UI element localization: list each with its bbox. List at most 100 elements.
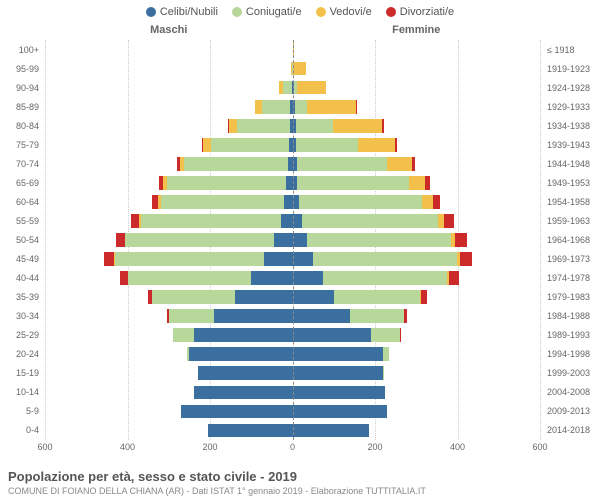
bar-segment	[297, 157, 388, 171]
bar-segment	[383, 366, 384, 380]
pyramid-chart	[45, 40, 540, 440]
bar-segment	[302, 214, 438, 228]
bar-segment	[307, 100, 356, 114]
bar-segment	[237, 119, 291, 133]
age-band-label: 95-99	[0, 59, 42, 78]
stacked-bar	[293, 366, 385, 380]
stacked-bar	[255, 100, 292, 114]
female-side	[293, 250, 541, 269]
legend-swatch	[316, 7, 326, 17]
female-side	[293, 345, 541, 364]
legend-item: Coniugati/e	[232, 6, 302, 18]
legend-item: Divorziati/e	[386, 6, 454, 18]
bar-segment	[358, 138, 395, 152]
bar-segment	[293, 424, 369, 438]
age-band-label: 40-44	[0, 269, 42, 288]
female-side	[293, 402, 541, 421]
male-side	[45, 402, 293, 421]
bar-segment	[297, 81, 326, 95]
bar-segment	[104, 252, 114, 266]
bar-segment	[293, 347, 384, 361]
stacked-bar	[293, 176, 431, 190]
stacked-bar	[202, 138, 292, 152]
age-band-label: 10-14	[0, 383, 42, 402]
bar-segment	[251, 271, 292, 285]
stacked-bar	[293, 138, 398, 152]
birth-year-label: 2004-2008	[544, 383, 600, 402]
stacked-bar	[293, 309, 408, 323]
bar-segment	[293, 290, 334, 304]
stacked-bar	[293, 252, 473, 266]
female-side	[293, 59, 541, 78]
female-side	[293, 173, 541, 192]
chart-subtitle: COMUNE DI FOIANO DELLA CHIANA (AR) - Dat…	[8, 486, 592, 496]
male-side	[45, 383, 293, 402]
bar-segment	[283, 81, 291, 95]
legend-swatch	[232, 7, 242, 17]
birth-year-label: 1984-1988	[544, 307, 600, 326]
bar-segment	[400, 328, 401, 342]
stacked-bar	[208, 424, 293, 438]
age-band-label: 75-79	[0, 135, 42, 154]
x-tick-label: 200	[202, 442, 217, 452]
legend-swatch	[386, 7, 396, 17]
male-side	[45, 135, 293, 154]
male-side	[45, 40, 293, 59]
bar-segment	[293, 62, 305, 76]
bar-segment	[293, 309, 351, 323]
stacked-bar	[293, 424, 369, 438]
bar-segment	[333, 119, 382, 133]
legend-label: Vedovi/e	[330, 6, 372, 18]
age-band-label: 0-4	[0, 421, 42, 440]
x-tick-label: 600	[532, 442, 547, 452]
bar-segment	[455, 233, 467, 247]
birth-year-label: 1939-1943	[544, 135, 600, 154]
bar-segment	[125, 233, 273, 247]
center-line	[293, 40, 294, 440]
male-side	[45, 250, 293, 269]
female-side	[293, 269, 541, 288]
legend-label: Divorziati/e	[400, 6, 454, 18]
stacked-bar	[293, 195, 441, 209]
stacked-bar	[293, 405, 388, 419]
bar-segment	[152, 290, 235, 304]
bar-segment	[141, 214, 281, 228]
birth-year-label: 1964-1968	[544, 230, 600, 249]
age-band-label: 25-29	[0, 326, 42, 345]
age-band-label: 70-74	[0, 154, 42, 173]
bar-segment	[425, 176, 430, 190]
stacked-bar	[131, 214, 292, 228]
bar-segment	[409, 176, 425, 190]
birth-year-label: 1959-1963	[544, 211, 600, 230]
y-right-labels: ≤ 19181919-19231924-19281929-19331934-19…	[544, 40, 600, 440]
stacked-bar	[116, 233, 293, 247]
stacked-bar	[187, 347, 293, 361]
bar-segment	[404, 309, 407, 323]
female-side	[293, 78, 541, 97]
x-axis-ticks: 6004002000200400600	[45, 442, 540, 456]
bar-segment	[293, 366, 384, 380]
bar-segment	[295, 100, 307, 114]
stacked-bar	[148, 290, 292, 304]
male-side	[45, 97, 293, 116]
bar-segment	[293, 214, 302, 228]
birth-year-label: 2014-2018	[544, 421, 600, 440]
birth-year-label: 1949-1953	[544, 173, 600, 192]
gender-labels: Maschi Femmine	[45, 24, 540, 36]
bar-segment	[173, 328, 194, 342]
birth-year-label: 1974-1978	[544, 269, 600, 288]
bar-segment	[421, 290, 427, 304]
bar-segment	[371, 328, 400, 342]
birth-year-label: 1954-1958	[544, 192, 600, 211]
stacked-bar	[228, 119, 293, 133]
stacked-bar	[293, 386, 386, 400]
stacked-bar	[293, 290, 428, 304]
birth-year-label: 1979-1983	[544, 288, 600, 307]
stacked-bar	[293, 328, 401, 342]
bar-segment	[235, 290, 293, 304]
legend-label: Celibi/Nubili	[160, 6, 218, 18]
bar-segment	[198, 366, 293, 380]
birth-year-label: 1999-2003	[544, 364, 600, 383]
bar-segment	[383, 347, 389, 361]
age-band-label: 85-89	[0, 97, 42, 116]
